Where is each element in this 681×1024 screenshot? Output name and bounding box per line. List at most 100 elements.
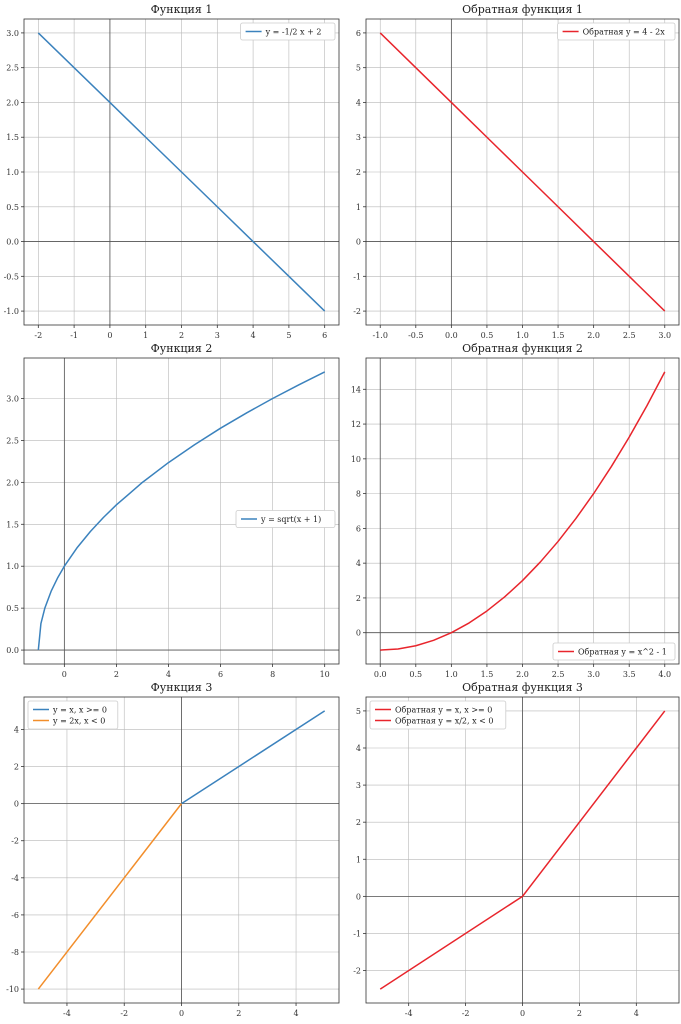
legend-label: Обратная y = x/2, x < 0 bbox=[395, 717, 493, 726]
y-tick-label: 0 bbox=[356, 238, 361, 247]
x-tick-label: 4 bbox=[293, 1009, 298, 1018]
x-tick-label: 2 bbox=[179, 331, 184, 340]
y-tick-label: 6 bbox=[356, 29, 361, 38]
y-tick-label: 0.5 bbox=[6, 604, 19, 613]
y-tick-label: 0 bbox=[356, 629, 361, 638]
x-tick-label: 0 bbox=[179, 1009, 184, 1018]
y-tick-label: -8 bbox=[11, 948, 19, 957]
x-tick-label: 0.0 bbox=[445, 331, 458, 340]
legend-label: Обратная y = 4 - 2x bbox=[583, 28, 666, 37]
x-tick-label: 8 bbox=[270, 670, 275, 679]
x-tick-label: 4 bbox=[166, 670, 171, 679]
series-line-2 bbox=[379, 895, 523, 990]
x-tick-label: 3.0 bbox=[587, 670, 600, 679]
chart-title: Функция 2 bbox=[151, 342, 213, 355]
x-tick-label: -0.5 bbox=[408, 331, 423, 340]
x-tick-label: 1.5 bbox=[552, 331, 565, 340]
x-tick-label: 3.5 bbox=[623, 670, 636, 679]
y-tick-label: 0.5 bbox=[6, 203, 19, 212]
x-tick-label: 2.5 bbox=[552, 670, 565, 679]
legend-label: Обратная y = x^2 - 1 bbox=[578, 648, 667, 657]
y-tick-label: -4 bbox=[11, 874, 19, 883]
chart-title: Функция 3 bbox=[151, 681, 213, 694]
y-tick-label: 4 bbox=[356, 98, 361, 107]
legend-box bbox=[27, 700, 119, 730]
series-line-1 bbox=[379, 32, 666, 312]
y-tick-label: 5 bbox=[356, 64, 361, 73]
subplot-3: Функция 2 0 2 4 6 8 10 0.0 0.5 1.0 1.5 2.0 2.5 3.0 y =… bbox=[6, 342, 340, 679]
y-tick-label: -1 bbox=[353, 929, 361, 938]
legend-label: y = x, x >= 0 bbox=[52, 706, 107, 715]
x-tick-label: 0 bbox=[520, 1009, 525, 1018]
y-tick-label: 2 bbox=[356, 594, 361, 603]
y-tick-label: 2 bbox=[356, 818, 361, 827]
x-tick-label: 1.5 bbox=[481, 670, 494, 679]
x-tick-label: 0.5 bbox=[409, 670, 422, 679]
y-tick-label: 1 bbox=[356, 203, 361, 212]
legend-box bbox=[557, 22, 676, 41]
x-tick-label: 2.0 bbox=[516, 670, 529, 679]
legend-box bbox=[369, 700, 507, 730]
y-tick-label: -0.5 bbox=[4, 272, 19, 281]
y-tick-label: 8 bbox=[356, 490, 361, 499]
y-tick-label: 0 bbox=[356, 892, 361, 901]
y-tick-label: 1.5 bbox=[6, 133, 19, 142]
y-tick-label: 3.0 bbox=[6, 29, 19, 38]
y-tick-label: 4 bbox=[14, 725, 19, 734]
x-tick-label: 2 bbox=[236, 1009, 241, 1018]
y-tick-label: -10 bbox=[6, 985, 19, 994]
y-tick-label: 1.0 bbox=[6, 562, 19, 571]
x-tick-label: -4 bbox=[405, 1009, 413, 1018]
y-tick-label: 1.0 bbox=[6, 168, 19, 177]
y-tick-label: 2 bbox=[14, 763, 19, 772]
y-tick-label: 1 bbox=[356, 855, 361, 864]
x-tick-label: 0.5 bbox=[481, 331, 494, 340]
y-tick-label: 0.0 bbox=[6, 646, 19, 655]
series-line-1 bbox=[380, 371, 666, 651]
x-tick-label: 6 bbox=[322, 331, 327, 340]
legend-label: y = -1/2 x + 2 bbox=[265, 28, 322, 37]
subplot-1: Функция 1 -2 -1 0 1 2 3 4 5 6 -1.0 -0.5 0.0 0.5 1.0 1.5… bbox=[4, 3, 340, 340]
x-tick-label: 1.0 bbox=[445, 670, 458, 679]
subplot-4: Обратная функция 2 0.0 0.5 1.0 1.5 2.0 2.5 3.0 3… bbox=[351, 342, 680, 679]
x-tick-label: 6 bbox=[218, 670, 223, 679]
y-tick-label: -1 bbox=[353, 272, 361, 281]
y-tick-label: 3 bbox=[356, 133, 361, 142]
x-tick-label: -1 bbox=[70, 331, 78, 340]
y-tick-label: -2 bbox=[353, 307, 361, 316]
x-tick-label: -4 bbox=[63, 1009, 71, 1018]
subplot-6: Обратная функция 3 -4 -2 0 2 4 -2 -1 0 1 2 3 4 5 Обрат… bbox=[353, 681, 680, 1018]
plot-frame bbox=[23, 696, 340, 1004]
x-tick-label: -2 bbox=[120, 1009, 128, 1018]
chart-title: Обратная функция 1 bbox=[462, 3, 583, 16]
subplot-2: Обратная функция 1 -1.0 -0.5 0.0 0.5 1.0 1.5 2.… bbox=[353, 3, 680, 340]
legend: y = x, x >= 0 y = 2x, x < 0 bbox=[27, 700, 119, 730]
x-tick-label: -2 bbox=[34, 331, 42, 340]
plot-frame bbox=[365, 696, 680, 1004]
x-tick-label: 1.0 bbox=[516, 331, 529, 340]
x-tick-label: 4 bbox=[634, 1009, 639, 1018]
legend: y = -1/2 x + 2 bbox=[240, 22, 336, 41]
x-tick-label: 3.0 bbox=[658, 331, 671, 340]
y-tick-label: 1.5 bbox=[6, 520, 19, 529]
y-tick-label: 2.5 bbox=[6, 436, 19, 445]
y-tick-label: 5 bbox=[356, 707, 361, 716]
legend: Обратная y = x, x >= 0 Обратная y = x/2, … bbox=[369, 700, 507, 730]
x-tick-label: 0 bbox=[62, 670, 67, 679]
y-tick-label: 4 bbox=[356, 744, 361, 753]
series-line-1 bbox=[181, 710, 326, 805]
legend-box bbox=[552, 642, 676, 661]
x-tick-label: 10 bbox=[320, 670, 330, 679]
x-tick-label: -1.0 bbox=[373, 331, 388, 340]
y-tick-label: -6 bbox=[11, 911, 19, 920]
x-tick-label: -2 bbox=[462, 1009, 470, 1018]
y-tick-label: 2.0 bbox=[6, 98, 19, 107]
legend-box bbox=[240, 22, 336, 41]
chart-title: Обратная функция 2 bbox=[462, 342, 583, 355]
subplot-5: Функция 3 -4 -2 0 2 4 -10 -8 -6 -4 -2 0 2 4 y = x, x >… bbox=[6, 681, 340, 1018]
series-line-1 bbox=[37, 371, 326, 651]
y-tick-label: 3.0 bbox=[6, 395, 19, 404]
legend: y = sqrt(x + 1) bbox=[235, 510, 336, 528]
x-tick-label: 4.0 bbox=[658, 670, 671, 679]
